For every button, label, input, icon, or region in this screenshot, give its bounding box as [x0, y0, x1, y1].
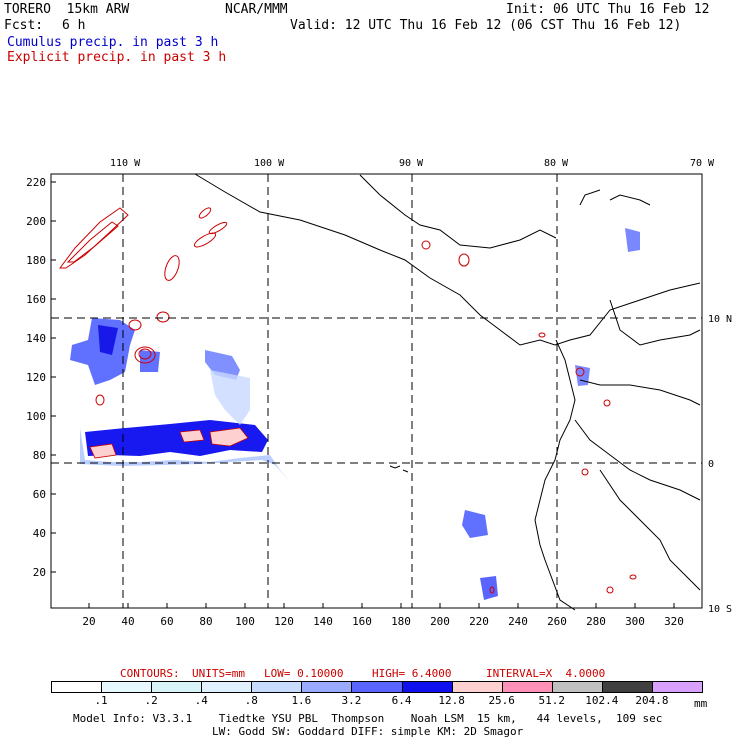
colorbar-label: .8	[244, 694, 258, 707]
contour-low: LOW= 0.10000	[264, 667, 344, 680]
lat-label-10s: 10 S	[708, 604, 732, 615]
colorbar-segment	[551, 681, 603, 693]
contour-label: CONTOURS:	[120, 667, 180, 680]
lon-label-90w: 90 W	[399, 158, 424, 169]
colorbar-label: .2	[144, 694, 158, 707]
colorbar-segment	[501, 681, 553, 693]
colorbar-label: 12.8	[438, 694, 465, 707]
y-tick-label: 220	[26, 176, 46, 189]
colorbar-label: 51.2	[538, 694, 566, 707]
colorbar-unit: mm	[694, 697, 708, 710]
colorbar-label: 25.6	[488, 694, 515, 707]
model-title: TORERO 15km ARW	[4, 2, 130, 17]
init-time: Init: 06 UTC Thu 16 Feb 12	[506, 2, 710, 17]
y-tick-label: 80	[33, 449, 46, 462]
center-label: NCAR/MMM	[225, 2, 288, 17]
x-tick-label: 220	[469, 615, 489, 628]
colorbar-label: 204.8	[635, 694, 669, 707]
colorbar-label: 102.4	[585, 694, 619, 707]
model-info: Model Info: V3.3.1 Tiedtke YSU PBL Thomp…	[73, 712, 663, 725]
y-tick-label: 120	[26, 371, 46, 384]
y-tick-label: 100	[26, 410, 46, 423]
colorbar-segment	[401, 681, 453, 693]
x-tick-label: 200	[430, 615, 450, 628]
contour-units: UNITS=mm	[192, 667, 245, 680]
explicit-precip-contours	[59, 207, 637, 594]
field2-label: Explicit precip. in past 3 h	[7, 50, 227, 65]
x-tick-label: 260	[547, 615, 567, 628]
x-tick-label: 180	[391, 615, 411, 628]
colorbar-label: .4	[194, 694, 208, 707]
colorbar-label: .1	[94, 694, 108, 707]
colorbar-segment	[351, 681, 403, 693]
y-tick-label: 40	[33, 527, 46, 540]
y-tick-label: 180	[26, 254, 46, 267]
fcst-label: Fcst:	[4, 18, 44, 33]
colorbar-segment	[151, 681, 203, 693]
colorbar-label: 6.4	[391, 694, 412, 707]
latlon-grid	[51, 174, 702, 608]
x-tick-label: 160	[352, 615, 372, 628]
x-tick-label: 140	[313, 615, 333, 628]
y-tick-label: 60	[33, 488, 46, 501]
fcst-value: 6 h	[62, 18, 86, 33]
x-tick-label: 120	[274, 615, 294, 628]
x-tick-label: 240	[508, 615, 528, 628]
x-tick-label: 280	[586, 615, 606, 628]
y-tick-label: 140	[26, 332, 46, 345]
y-tick-label: 160	[26, 293, 46, 306]
y-tick-label: 20	[33, 566, 46, 579]
colorbar-segment	[201, 681, 253, 693]
colorbar-segment	[101, 681, 153, 693]
x-tick-label: 100	[235, 615, 255, 628]
colorbar-segment	[51, 681, 103, 693]
contour-interval: INTERVAL=X 4.0000	[486, 667, 606, 680]
field1-label: Cumulus precip. in past 3 h	[7, 35, 219, 50]
lon-label-100w: 100 W	[254, 158, 285, 169]
cumulus-precip-shading	[70, 228, 640, 600]
lat-label-0: 0	[708, 459, 714, 470]
coastlines	[194, 173, 701, 611]
axis-ticks	[51, 181, 675, 608]
x-tick-label: 300	[625, 615, 645, 628]
colorbar-segment	[251, 681, 303, 693]
lon-label-110w: 110 W	[110, 158, 141, 169]
colorbar-segment	[651, 681, 703, 693]
lon-label-70w: 70 W	[690, 158, 715, 169]
lon-label-80w: 80 W	[544, 158, 569, 169]
colorbar-segment	[601, 681, 653, 693]
x-tick-label: 320	[664, 615, 684, 628]
physics-info: LW: Godd SW: Goddard DIFF: simple KM: 2D…	[212, 725, 524, 738]
contour-high: HIGH= 6.4000	[372, 667, 452, 680]
colorbar-segment	[451, 681, 503, 693]
x-tick-label: 60	[160, 615, 173, 628]
valid-time: Valid: 12 UTC Thu 16 Feb 12 (06 CST Thu …	[290, 18, 682, 33]
colorbar-label: 3.2	[341, 694, 362, 707]
colorbar-label: 1.6	[291, 694, 312, 707]
x-tick-label: 80	[199, 615, 212, 628]
lat-label-10n: 10 N	[708, 314, 732, 325]
colorbar-segment	[301, 681, 353, 693]
x-tick-label: 40	[121, 615, 134, 628]
x-tick-label: 20	[82, 615, 95, 628]
y-tick-label: 200	[26, 215, 46, 228]
